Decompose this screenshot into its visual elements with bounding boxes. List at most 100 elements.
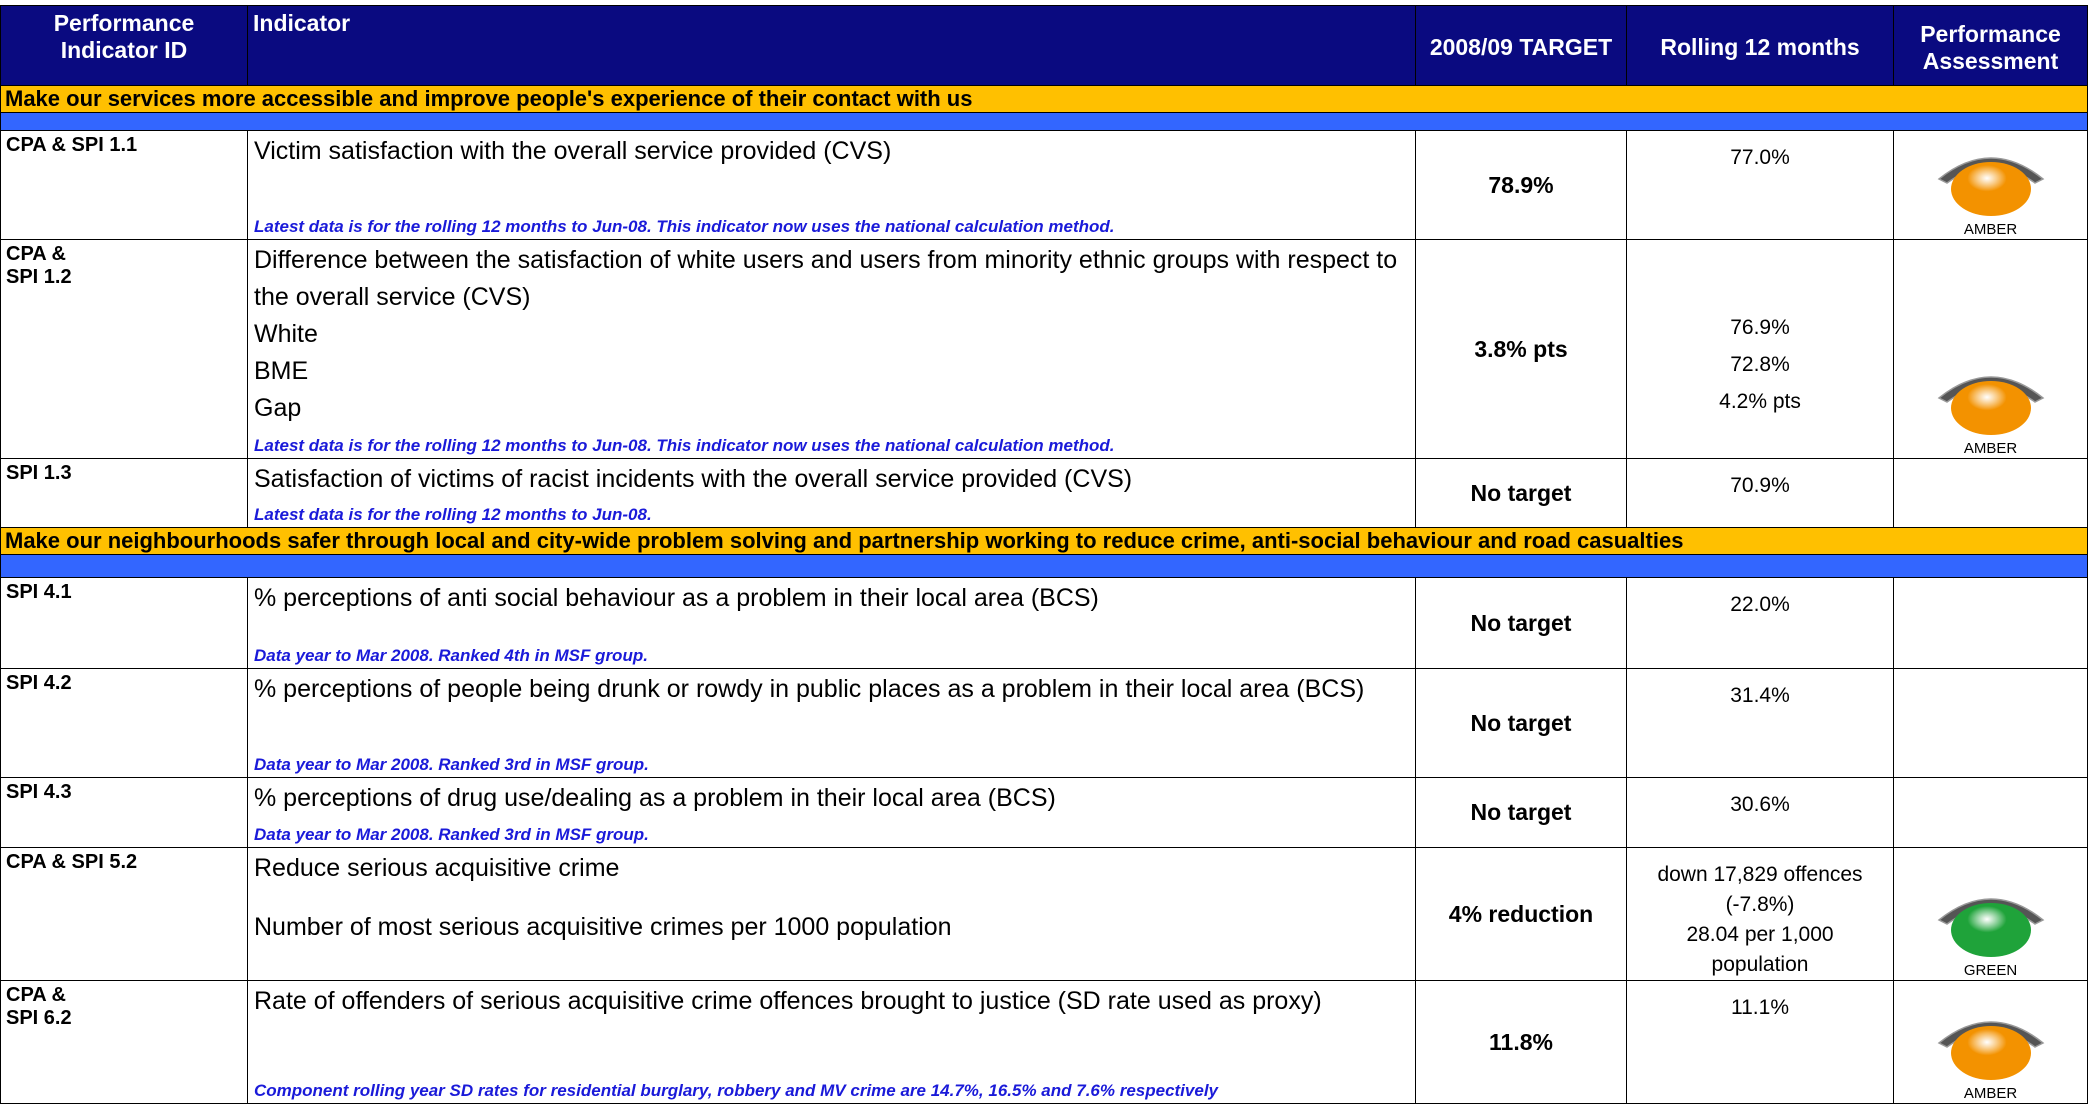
header-cell: Indicator <box>247 5 1416 86</box>
assessment: AMBER <box>1893 239 2088 459</box>
note: Latest data is for the rolling 12 months… <box>254 505 652 524</box>
note: Data year to Mar 2008. Ranked 3rd in MSF… <box>254 825 649 844</box>
note: Component rolling year SD rates for resi… <box>254 1081 1218 1100</box>
indicator: Rate of offenders of serious acquisitive… <box>247 980 1416 1104</box>
rolling: down 17,829 offences (-7.8%) 28.04 per 1,… <box>1626 847 1894 981</box>
indicator-id: CPA & SPI 1.2 <box>0 239 248 459</box>
assessment <box>1893 777 2088 848</box>
indicator-id: SPI 1.3 <box>0 458 248 528</box>
rolling-value: 76.9% <box>1730 315 1790 339</box>
indicator: % perceptions of people being drunk or r… <box>247 668 1416 778</box>
indicator-id: SPI 4.3 <box>0 777 248 848</box>
rolling: 30.6% <box>1626 777 1894 848</box>
assessment <box>1893 458 2088 528</box>
rolling-value: 77.0% <box>1730 146 1790 169</box>
indicator-id: CPA & SPI 1.1 <box>0 130 248 240</box>
rolling-value: down 17,829 offences (-7.8%) <box>1657 863 1863 916</box>
assessment: AMBER <box>1893 130 2088 240</box>
indicator: % perceptions of drug use/dealing as a p… <box>247 777 1416 848</box>
assessment <box>1893 668 2088 778</box>
indicator-text: Gap <box>254 394 302 422</box>
rolling-value: 11.1% <box>1731 996 1789 1019</box>
light-part <box>1950 903 2031 957</box>
section-row: Make our neighbourhoods safer through lo… <box>0 527 2088 555</box>
indicator-text: Number of most serious acquisitive crime… <box>254 913 952 941</box>
indicator-text: Reduce serious acquisitive crime <box>254 854 620 882</box>
traffic-light <box>1937 898 2044 957</box>
note: Latest data is for the rolling 12 months… <box>254 217 1115 236</box>
traffic-light <box>1937 157 2044 216</box>
assessment-label: AMBER <box>1963 440 2018 457</box>
rolling-value: 4.2% pts <box>1719 389 1801 413</box>
indicator-text: Rate of offenders of serious acquisitive… <box>254 987 1322 1015</box>
note: Data year to Mar 2008. Ranked 3rd in MSF… <box>254 755 649 774</box>
rolling: 77.0% <box>1626 130 1894 240</box>
target: No target <box>1415 777 1627 848</box>
indicator: Reduce serious acquisitive crime Number o… <box>247 847 1416 981</box>
indicator-wrap: Victim satisfaction with the overall ser… <box>254 133 1409 237</box>
indicator-wrap: % perceptions of people being drunk or r… <box>254 671 1409 775</box>
header-cell: Rolling 12 months <box>1626 5 1894 86</box>
rolling-value: 31.4% <box>1730 684 1790 707</box>
target: No target <box>1415 458 1627 528</box>
indicator-row: CPA & SPI 1.2 Difference between the sati… <box>0 239 2088 459</box>
header-cell: Performance Assessment <box>1893 5 2088 86</box>
indicator-id: SPI 4.2 <box>0 668 248 778</box>
indicator: % perceptions of anti social behaviour a… <box>247 577 1416 669</box>
rolling: 76.9% 72.8% 4.2% pts <box>1626 239 1894 459</box>
indicator: Victim satisfaction with the overall ser… <box>247 130 1416 240</box>
target: 11.8% <box>1415 980 1627 1104</box>
indicator-wrap: Reduce serious acquisitive crime Number o… <box>254 850 1409 978</box>
indicator-wrap: % perceptions of drug use/dealing as a p… <box>254 780 1409 845</box>
indicator-text: Satisfaction of victims of racist incide… <box>254 465 1133 493</box>
assessment-label: GREEN <box>1963 962 2018 979</box>
section-title: Make our neighbourhoods safer through lo… <box>0 527 2088 555</box>
rolling: 31.4% <box>1626 668 1894 778</box>
indicator-row: SPI 4.2% perceptions of people being dru… <box>0 668 2088 778</box>
indicator-id: CPA & SPI 5.2 <box>0 847 248 981</box>
section-strip <box>0 112 2088 131</box>
target: 4% reduction <box>1415 847 1627 981</box>
indicator: Difference between the satisfaction of w… <box>247 239 1416 459</box>
indicator-text: % perceptions of anti social behaviour a… <box>254 584 1099 612</box>
indicator-row: CPA & SPI 6.2 Rate of offenders of seriou… <box>0 980 2088 1104</box>
table-body: Performance Indicator ID Indicator 2008/09… <box>0 5 2088 1104</box>
section-row: Make our services more accessible and im… <box>0 85 2088 113</box>
traffic-light <box>1937 376 2044 435</box>
light-part <box>1950 381 2031 435</box>
indicator-wrap: Rate of offenders of serious acquisitive… <box>254 983 1409 1101</box>
indicator-row: SPI 4.1% perceptions of anti social beha… <box>0 577 2088 669</box>
strip <box>0 112 2088 131</box>
indicator-id: SPI 4.1 <box>0 577 248 669</box>
assessment: GREEN <box>1893 847 2088 981</box>
indicator-id: CPA & SPI 6.2 <box>0 980 248 1104</box>
target: 3.8% pts <box>1415 239 1627 459</box>
indicator-wrap: Difference between the satisfaction of w… <box>254 242 1409 456</box>
indicator-row: CPA & SPI 1.1 Victim satisfaction with th… <box>0 130 2088 240</box>
note: Latest data is for the rolling 12 months… <box>254 436 1115 455</box>
light-part <box>1950 162 2031 216</box>
indicator-row: SPI 1.3 Satisfaction of victims of racist… <box>0 458 2088 528</box>
indicator-text: % perceptions of drug use/dealing as a p… <box>254 784 1056 812</box>
rolling: 70.9% <box>1626 458 1894 528</box>
header-cell: Performance Indicator ID <box>0 5 248 86</box>
note: Data year to Mar 2008. Ranked 4th in MSF… <box>254 646 648 665</box>
target: No target <box>1415 577 1627 669</box>
indicator-row: CPA & SPI 5.2 Reduce serious acquisitive … <box>0 847 2088 981</box>
assessment-label: AMBER <box>1963 1085 2018 1102</box>
rolling-value: 70.9% <box>1730 474 1790 497</box>
rolling-value: 22.0% <box>1730 593 1790 616</box>
performance-table: Performance Indicator ID Indicator 2008/09… <box>0 5 2088 1104</box>
indicator-text: White <box>254 320 318 348</box>
assessment: AMBER <box>1893 980 2088 1104</box>
rolling-value: 28.04 per 1,000 population <box>1686 923 1834 976</box>
indicator-wrap: Satisfaction of victims of racist incide… <box>254 461 1409 525</box>
indicator-text: BME <box>254 357 309 385</box>
indicator: Satisfaction of victims of racist incide… <box>247 458 1416 528</box>
rolling-value: 72.8% <box>1730 352 1790 376</box>
light-part <box>1950 1026 2031 1080</box>
target: 78.9% <box>1415 130 1627 240</box>
indicator-row: SPI 4.3% perceptions of drug use/dealing… <box>0 777 2088 848</box>
indicator-wrap: % perceptions of anti social behaviour a… <box>254 580 1409 666</box>
